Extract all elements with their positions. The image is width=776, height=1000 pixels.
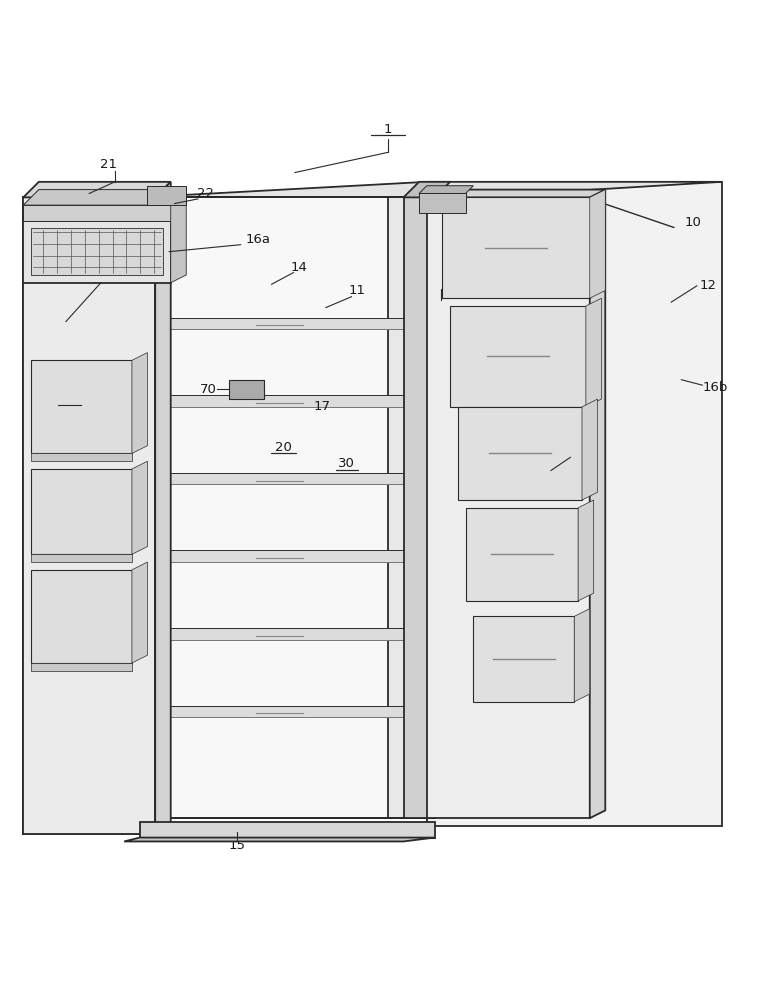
Polygon shape xyxy=(31,469,132,554)
Polygon shape xyxy=(132,353,147,453)
Polygon shape xyxy=(140,182,722,197)
Polygon shape xyxy=(590,190,605,818)
Polygon shape xyxy=(155,473,411,484)
Polygon shape xyxy=(419,193,466,213)
Polygon shape xyxy=(155,318,411,329)
Polygon shape xyxy=(132,562,147,663)
Polygon shape xyxy=(31,554,132,562)
Polygon shape xyxy=(442,197,590,298)
Polygon shape xyxy=(31,228,163,275)
Polygon shape xyxy=(419,186,473,193)
Polygon shape xyxy=(147,186,186,205)
Polygon shape xyxy=(427,182,722,826)
Polygon shape xyxy=(404,197,435,818)
Text: 20: 20 xyxy=(275,441,292,454)
Polygon shape xyxy=(23,182,171,197)
Polygon shape xyxy=(155,550,411,562)
Polygon shape xyxy=(458,407,582,500)
Polygon shape xyxy=(23,197,155,834)
Polygon shape xyxy=(23,213,171,283)
Polygon shape xyxy=(31,663,132,671)
Polygon shape xyxy=(388,197,427,818)
Polygon shape xyxy=(155,182,171,834)
Text: 14: 14 xyxy=(290,261,307,274)
Polygon shape xyxy=(590,190,605,298)
Text: 32: 32 xyxy=(432,276,449,289)
Polygon shape xyxy=(404,182,450,197)
Polygon shape xyxy=(427,197,590,818)
Text: 16b: 16b xyxy=(703,381,728,394)
Polygon shape xyxy=(574,609,590,702)
Text: 22: 22 xyxy=(197,187,214,200)
Text: 70: 70 xyxy=(199,383,217,396)
Polygon shape xyxy=(466,508,578,601)
Text: 10: 10 xyxy=(684,216,702,229)
Polygon shape xyxy=(427,190,605,197)
Polygon shape xyxy=(155,395,411,407)
Text: 50: 50 xyxy=(33,399,50,412)
Polygon shape xyxy=(155,628,411,640)
Text: 15: 15 xyxy=(228,839,245,852)
Polygon shape xyxy=(31,360,132,453)
Text: 17: 17 xyxy=(314,400,331,413)
Polygon shape xyxy=(124,838,435,841)
Text: 1: 1 xyxy=(384,123,392,136)
Polygon shape xyxy=(473,616,574,702)
Text: 21: 21 xyxy=(100,158,117,171)
Polygon shape xyxy=(23,190,186,205)
Polygon shape xyxy=(155,706,411,717)
Polygon shape xyxy=(229,380,264,399)
Polygon shape xyxy=(578,500,594,601)
Polygon shape xyxy=(31,570,132,663)
Polygon shape xyxy=(132,461,147,554)
Polygon shape xyxy=(171,190,186,283)
Text: 100: 100 xyxy=(29,315,54,328)
Polygon shape xyxy=(155,197,427,818)
Polygon shape xyxy=(23,205,171,221)
Text: 30: 30 xyxy=(338,457,355,470)
Text: 11: 11 xyxy=(348,284,365,297)
Text: 31: 31 xyxy=(572,445,589,458)
Text: 12: 12 xyxy=(699,279,716,292)
Polygon shape xyxy=(140,822,435,838)
Polygon shape xyxy=(450,306,586,407)
Text: 16a: 16a xyxy=(245,233,270,246)
Polygon shape xyxy=(582,399,598,500)
Polygon shape xyxy=(31,453,132,461)
Polygon shape xyxy=(586,298,601,407)
